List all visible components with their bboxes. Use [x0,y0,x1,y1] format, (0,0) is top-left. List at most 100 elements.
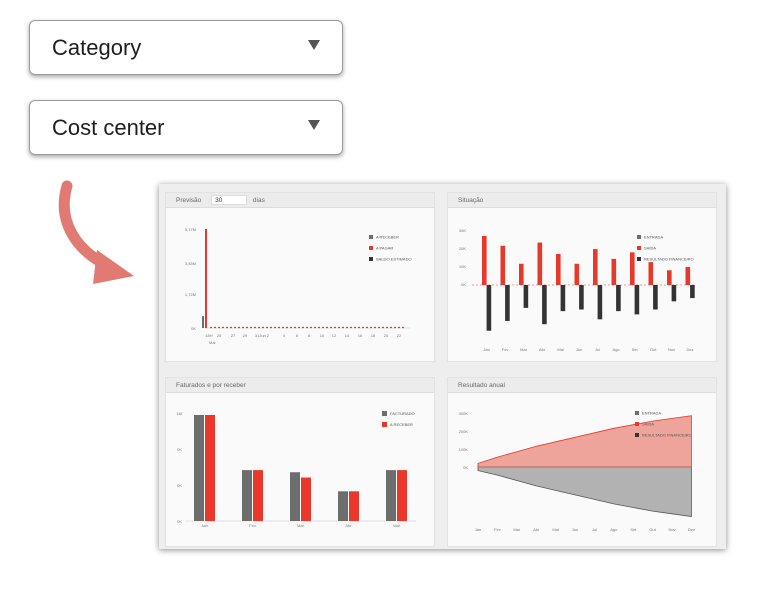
y-tick: 20K [459,246,466,251]
bar-facturado [290,472,300,521]
forecast-chart: 5,17M 3,45M 1,72M 0K 18H 25 27 29 31Jun 2 4 6 8… [185,227,412,345]
x-tick: 25 [217,333,222,338]
days-suffix: dias [252,197,265,204]
legend-label: SAÍDA [642,422,654,427]
y-tick: 30K [459,228,466,233]
legend-swatch [635,433,639,437]
y-tick: 1,72M [185,292,196,297]
chevron-down-icon[interactable] [308,120,320,130]
x-tick: Jun [572,527,578,532]
bar-facturado [338,491,348,521]
legend-label: SAÍDA [644,246,656,251]
x-tick: Dez [687,347,694,352]
y-tick: 0K [463,465,468,470]
x-tick: 8 [308,333,311,338]
legend-label: ENTRADA [642,411,661,416]
x-tick: 18H [205,333,212,338]
legend-swatch [635,422,639,426]
x-tick: Nov [668,347,675,352]
legend-label: A PAGAR [376,246,393,251]
y-tick: 5,17M [185,227,196,232]
x-tick: Jan [483,347,489,352]
x-tick: Mar [520,347,528,352]
situacao-header: Situação [448,193,716,208]
bar-resultado [597,285,603,320]
legend-label: RESULTADO FINANCEIRO [642,433,692,438]
y-tick: 200K [459,429,469,434]
bar-resultado [560,285,566,312]
legend-label: SALDO ESTIMADO [376,257,412,262]
x-tick: 20 [384,333,389,338]
x-tick: Fev [502,347,509,352]
category-dropdown-label: Category [52,35,142,60]
bar-saida [611,258,617,285]
x-tick: Mai [557,347,564,352]
faturados-panel: Faturados e por receber 1M 0K 0K 0K Jan F… [165,377,435,547]
x-tick: Abr [533,527,540,532]
bar-saida [667,270,672,285]
x-tick: Ago [613,347,621,352]
x-tick: Abr [345,523,352,528]
bar-saida [685,267,691,285]
y-tick: 100K [459,447,469,452]
bar-saida [574,263,580,285]
curved-arrow-icon [58,180,134,284]
x-tick: Nov [668,527,675,532]
category-dropdown[interactable]: Category [29,20,343,75]
bar-resultado [690,285,695,299]
x-tick: 14 [345,333,350,338]
legend-swatch [382,422,387,427]
bar-a-receber [397,470,407,521]
bar-resultado [671,285,677,302]
x-tick: 4 [283,333,286,338]
situacao-chart: 30K 20K 10K 0K Jan Fev Mar Abr Mai Jun Jul Ago S… [459,228,696,352]
legend-swatch [382,411,387,416]
y-tick: 3,45M [185,261,196,266]
x-tick: 18 [371,333,376,338]
y-tick: 0K [461,282,466,287]
legend-label: FACTURADO [390,411,415,416]
x-tick: Mai [393,523,400,528]
legend-label: RESULTADO FINANCEIRO [644,257,694,262]
x-tick: Jan [201,523,207,528]
forecast-header: Previsão 30 dias [166,193,434,208]
y-tick: 1M [176,411,182,416]
bar-saida [537,242,543,285]
x-tick: 6 [296,333,299,338]
y-tick: 0K [191,326,196,331]
chevron-down-icon[interactable] [308,40,320,50]
forecast-panel: Previsão 30 dias 5,17M 3,45M 1,72M 0K 18… [165,192,435,362]
bar-resultado [505,285,510,321]
x-tick: 16 [358,333,363,338]
bar-resultado [486,285,492,331]
bar-saida [556,253,561,285]
bar-a-receber [301,477,311,521]
y-tick: 0K [177,447,182,452]
bar-resultado [579,285,584,310]
x-tick: Jul [592,527,597,532]
days-input[interactable]: 30 [211,195,248,206]
legend-label: A RECEBER [376,235,399,240]
x-tick: Mai [552,527,559,532]
x-tick: 12 [332,333,337,338]
x-tick: Jan [475,527,481,532]
resultado-panel: Resultado anual 300K 200K 100K 0K Jan Fev… [447,377,717,547]
x-tick: Abr [539,347,546,352]
x-tick: Set [630,527,637,532]
bar-facturado [242,470,252,521]
x-tick: Dez [688,527,695,532]
x-tick: Jun [576,347,582,352]
x-tick: Mar [513,527,521,532]
bar-a-receber [253,470,263,521]
x-tick: Set [632,347,639,352]
bar-saida [648,262,654,285]
x-tick: Jul [595,347,600,352]
x-tick: Fev [249,523,256,528]
y-tick: 10K [459,264,466,269]
bar-a-pagar [205,229,207,328]
y-tick: 0K [177,519,182,524]
cost-center-dropdown-label: Cost center [52,115,165,140]
cost-center-dropdown[interactable]: Cost center [29,100,343,155]
legend-label: A RECEBER [390,422,413,427]
bar-facturado [194,415,204,521]
